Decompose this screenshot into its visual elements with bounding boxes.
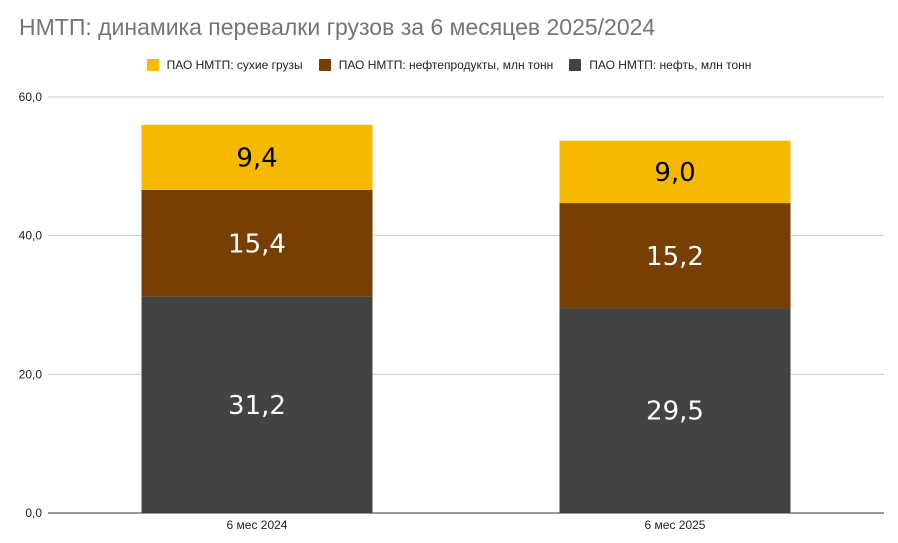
bar-segment <box>141 296 373 513</box>
data-label: 29,5 <box>646 397 704 427</box>
legend-label: ПАО НМТП: сухие грузы <box>166 58 303 72</box>
y-tick-label: 40,0 <box>19 229 43 243</box>
data-label: 9,4 <box>236 143 277 173</box>
x-tick-label: 6 мес 2025 <box>645 518 706 532</box>
legend-swatch <box>569 59 582 71</box>
data-label: 15,2 <box>646 242 704 272</box>
legend-label: ПАО НМТП: нефтепродукты, млн тонн <box>338 58 554 72</box>
x-tick-label: 6 мес 2024 <box>227 518 288 532</box>
data-label: 15,4 <box>228 229 286 259</box>
bar-segment <box>141 189 373 297</box>
legend-swatch <box>146 59 159 71</box>
data-label: 9,0 <box>654 158 695 188</box>
y-tick-label: 60,0 <box>19 90 43 104</box>
legend: ПАО НМТП: сухие грузы ПАО НМТП: нефтепрод… <box>0 58 898 72</box>
legend-label: ПАО НМТП: нефть, млн тонн <box>589 58 752 72</box>
chart-title: НМТП: динамика перевалки грузов за 6 мес… <box>19 14 656 40</box>
data-label: 31,2 <box>228 391 286 421</box>
bar-segment <box>559 308 791 513</box>
bar-segment <box>559 203 791 309</box>
y-tick-label: 0,0 <box>25 506 42 520</box>
legend-item: ПАО НМТП: нефть, млн тонн <box>569 58 751 72</box>
legend-item: ПАО НМТП: сухие грузы <box>146 58 303 72</box>
y-tick-label: 20,0 <box>19 367 43 381</box>
bar-segment <box>141 124 373 190</box>
bar-segment <box>559 140 791 204</box>
legend-swatch <box>318 59 331 71</box>
legend-item: ПАО НМТП: нефтепродукты, млн тонн <box>318 58 554 72</box>
